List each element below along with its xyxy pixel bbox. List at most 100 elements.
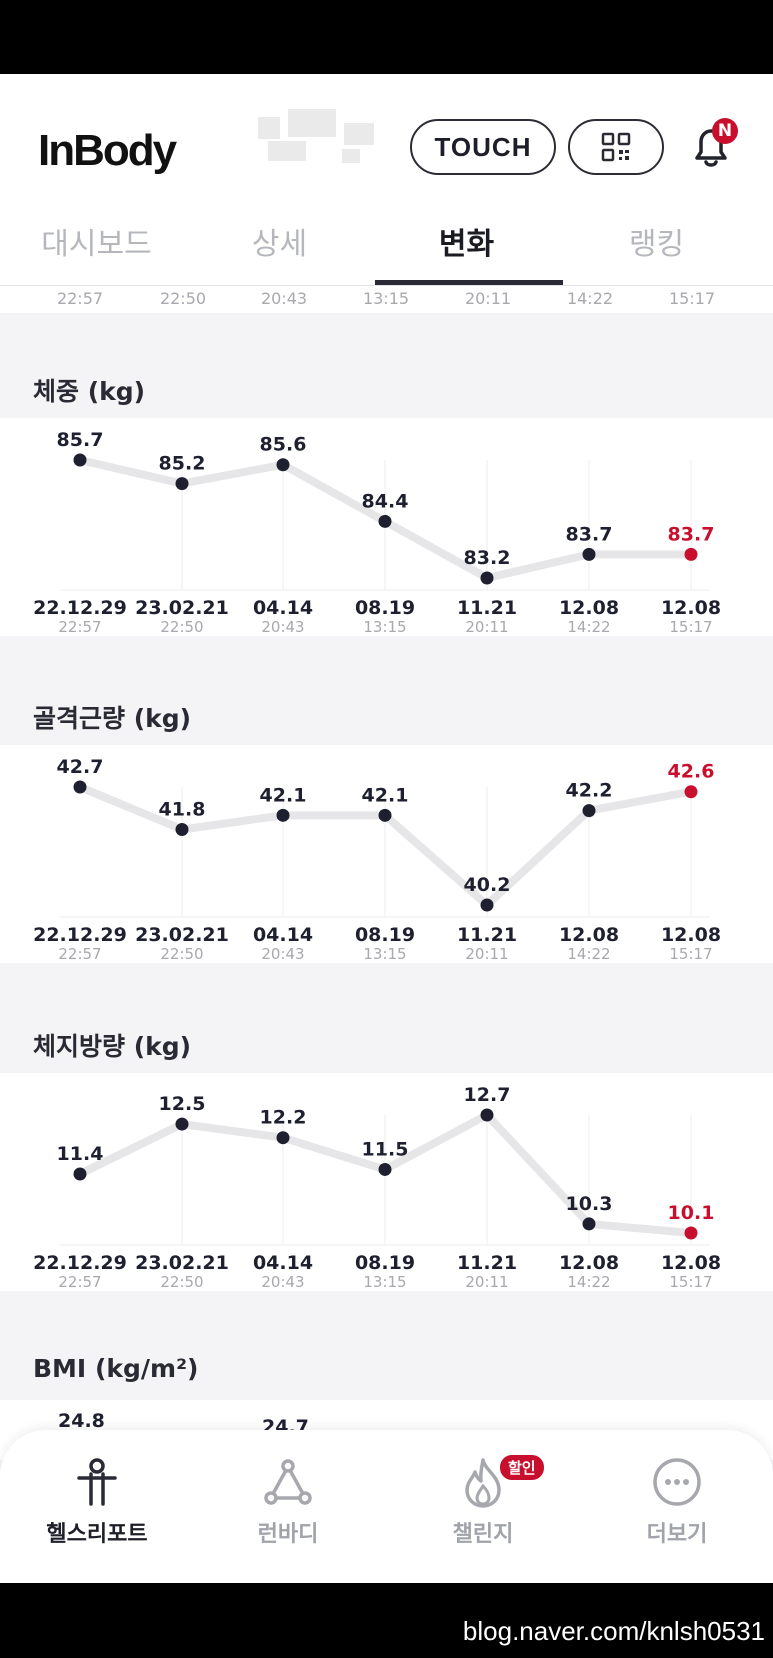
- chart-time-label: 20:43: [261, 945, 304, 963]
- notification-button[interactable]: N: [683, 118, 739, 174]
- chart-time-label: 14:22: [567, 945, 610, 963]
- nav-health-report[interactable]: 헬스리포트: [22, 1456, 172, 1566]
- chart-date-label: 12.08: [559, 924, 619, 946]
- chart-time-label: 22:50: [160, 1273, 203, 1291]
- clipped-time-label: 22:57: [56, 289, 104, 308]
- chart-date-label: 08.19: [355, 1252, 415, 1274]
- chart-date-label: 12.08: [559, 597, 619, 619]
- chart-date-label: 08.19: [355, 597, 415, 619]
- clipped-time-label: 13:15: [362, 289, 410, 308]
- chart-point: [73, 453, 87, 467]
- app-header: InBody TOUCH N 대시보드 상세 변화 랭킹: [0, 74, 773, 287]
- chart-date-label: 23.02.21: [135, 924, 229, 946]
- chart-time-label: 15:17: [669, 1273, 712, 1291]
- discount-badge: 할인: [500, 1455, 544, 1480]
- clipped-time-label: 22:50: [159, 289, 207, 308]
- chart-value-label: 42.1: [260, 784, 307, 806]
- chart-point: [73, 780, 87, 794]
- chart-value-label: 42.2: [566, 780, 613, 802]
- chart-date-label: 22.12.29: [33, 597, 127, 619]
- chart-date-label: 22.12.29: [33, 1252, 127, 1274]
- chart-date-label: 04.14: [253, 924, 313, 946]
- chart-value-label: 10.3: [566, 1193, 613, 1215]
- tab-dashboard[interactable]: 대시보드: [41, 227, 152, 262]
- nav-challenge[interactable]: 챌린지: [408, 1456, 558, 1566]
- bmi-chart-title: BMI (kg/m²): [33, 1354, 199, 1383]
- chart-date-label: 11.21: [457, 924, 517, 946]
- clipped-time-label: 14:22: [566, 289, 614, 308]
- chart-value-label: 42.6: [668, 761, 715, 783]
- nav-label-challenge: 챌린지: [452, 1522, 514, 1547]
- weight-chart-title: 체중 (kg): [33, 377, 146, 406]
- notification-badge-letter: N: [717, 121, 733, 141]
- tab-ranking[interactable]: 랭킹: [628, 227, 685, 262]
- chart-date-label: 11.21: [457, 597, 517, 619]
- chart-value-label: 84.4: [362, 490, 409, 512]
- notification-new-badge: [712, 118, 738, 144]
- chart-value-label: 42.7: [57, 756, 104, 778]
- bottom-navigation: 헬스리포트 런바디 챌린지 할인 더보기: [0, 1430, 773, 1583]
- chart-point: [582, 804, 596, 818]
- chart-point: [378, 808, 392, 822]
- muscle-chart-title: 골격근량 (kg): [33, 704, 192, 733]
- tab-divider: [0, 285, 773, 286]
- chart-date-label: 04.14: [253, 1252, 313, 1274]
- chart-time-label: 22:50: [160, 618, 203, 636]
- chart-time-label: 22:57: [58, 945, 101, 963]
- chart-date-label: 11.21: [457, 1252, 517, 1274]
- nav-more[interactable]: 더보기: [602, 1456, 752, 1566]
- chart-time-label: 13:15: [363, 1273, 406, 1291]
- chart-point: [480, 571, 494, 585]
- more-icon: [653, 1458, 701, 1506]
- chart-point: [582, 1217, 596, 1231]
- fat-chart-title: 체지방량 (kg): [33, 1032, 192, 1061]
- chart-time-label: 13:15: [363, 618, 406, 636]
- chart-date-label: 04.14: [253, 597, 313, 619]
- chart-value-label: 83.2: [464, 547, 511, 569]
- chart-point: [378, 1162, 392, 1176]
- chart-date-label: 12.08: [661, 924, 721, 946]
- person-icon: [77, 1458, 117, 1506]
- tab-detail[interactable]: 상세: [251, 227, 308, 262]
- chart-time-label: 20:43: [261, 1273, 304, 1291]
- clipped-time-label: 20:11: [464, 289, 512, 308]
- clipped-time-label: 20:43: [260, 289, 308, 308]
- chart-date-label: 12.08: [661, 597, 721, 619]
- chart-time-label: 20:11: [465, 1273, 508, 1291]
- bmi-value-label: 24.8: [58, 1410, 105, 1432]
- nav-label-more: 더보기: [646, 1522, 708, 1547]
- system-bar: [0, 1583, 773, 1658]
- chart-point: [684, 547, 698, 561]
- chart-value-label: 10.1: [668, 1202, 715, 1224]
- flame-icon: [465, 1458, 501, 1508]
- chart-value-label: 83.7: [566, 523, 613, 545]
- chart-time-label: 22:50: [160, 945, 203, 963]
- blurred-username: [258, 109, 394, 169]
- touch-button[interactable]: TOUCH: [410, 119, 556, 175]
- chart-date-label: 08.19: [355, 924, 415, 946]
- qr-button[interactable]: [568, 119, 664, 175]
- chart-time-label: 15:17: [669, 618, 712, 636]
- chart-date-label: 23.02.21: [135, 1252, 229, 1274]
- tab-bar: 대시보드 상세 변화 랭킹: [0, 204, 773, 288]
- chart-value-label: 12.2: [260, 1107, 307, 1129]
- nav-run-body[interactable]: 런바디: [213, 1456, 363, 1566]
- chart-point: [175, 477, 189, 491]
- chart-point: [684, 785, 698, 799]
- chart-point: [276, 1131, 290, 1145]
- chart-point: [175, 822, 189, 836]
- tab-change[interactable]: 변화: [438, 227, 495, 262]
- muscle-chart-card: 42.7 22.12.29 22:57 41.8 23.02.21 22:50 42.1 04…: [0, 745, 773, 963]
- chart-value-label: 41.8: [159, 798, 206, 820]
- chart-time-label: 15:17: [669, 945, 712, 963]
- active-tab-indicator: [375, 280, 563, 285]
- chart-value-label: 85.2: [159, 453, 206, 475]
- chart-time-label: 14:22: [567, 1273, 610, 1291]
- chart-value-label: 12.5: [159, 1093, 206, 1115]
- nav-label-health-report: 헬스리포트: [46, 1522, 148, 1547]
- chart-point: [684, 1226, 698, 1240]
- chart-point: [175, 1117, 189, 1131]
- chart-time-label: 13:15: [363, 945, 406, 963]
